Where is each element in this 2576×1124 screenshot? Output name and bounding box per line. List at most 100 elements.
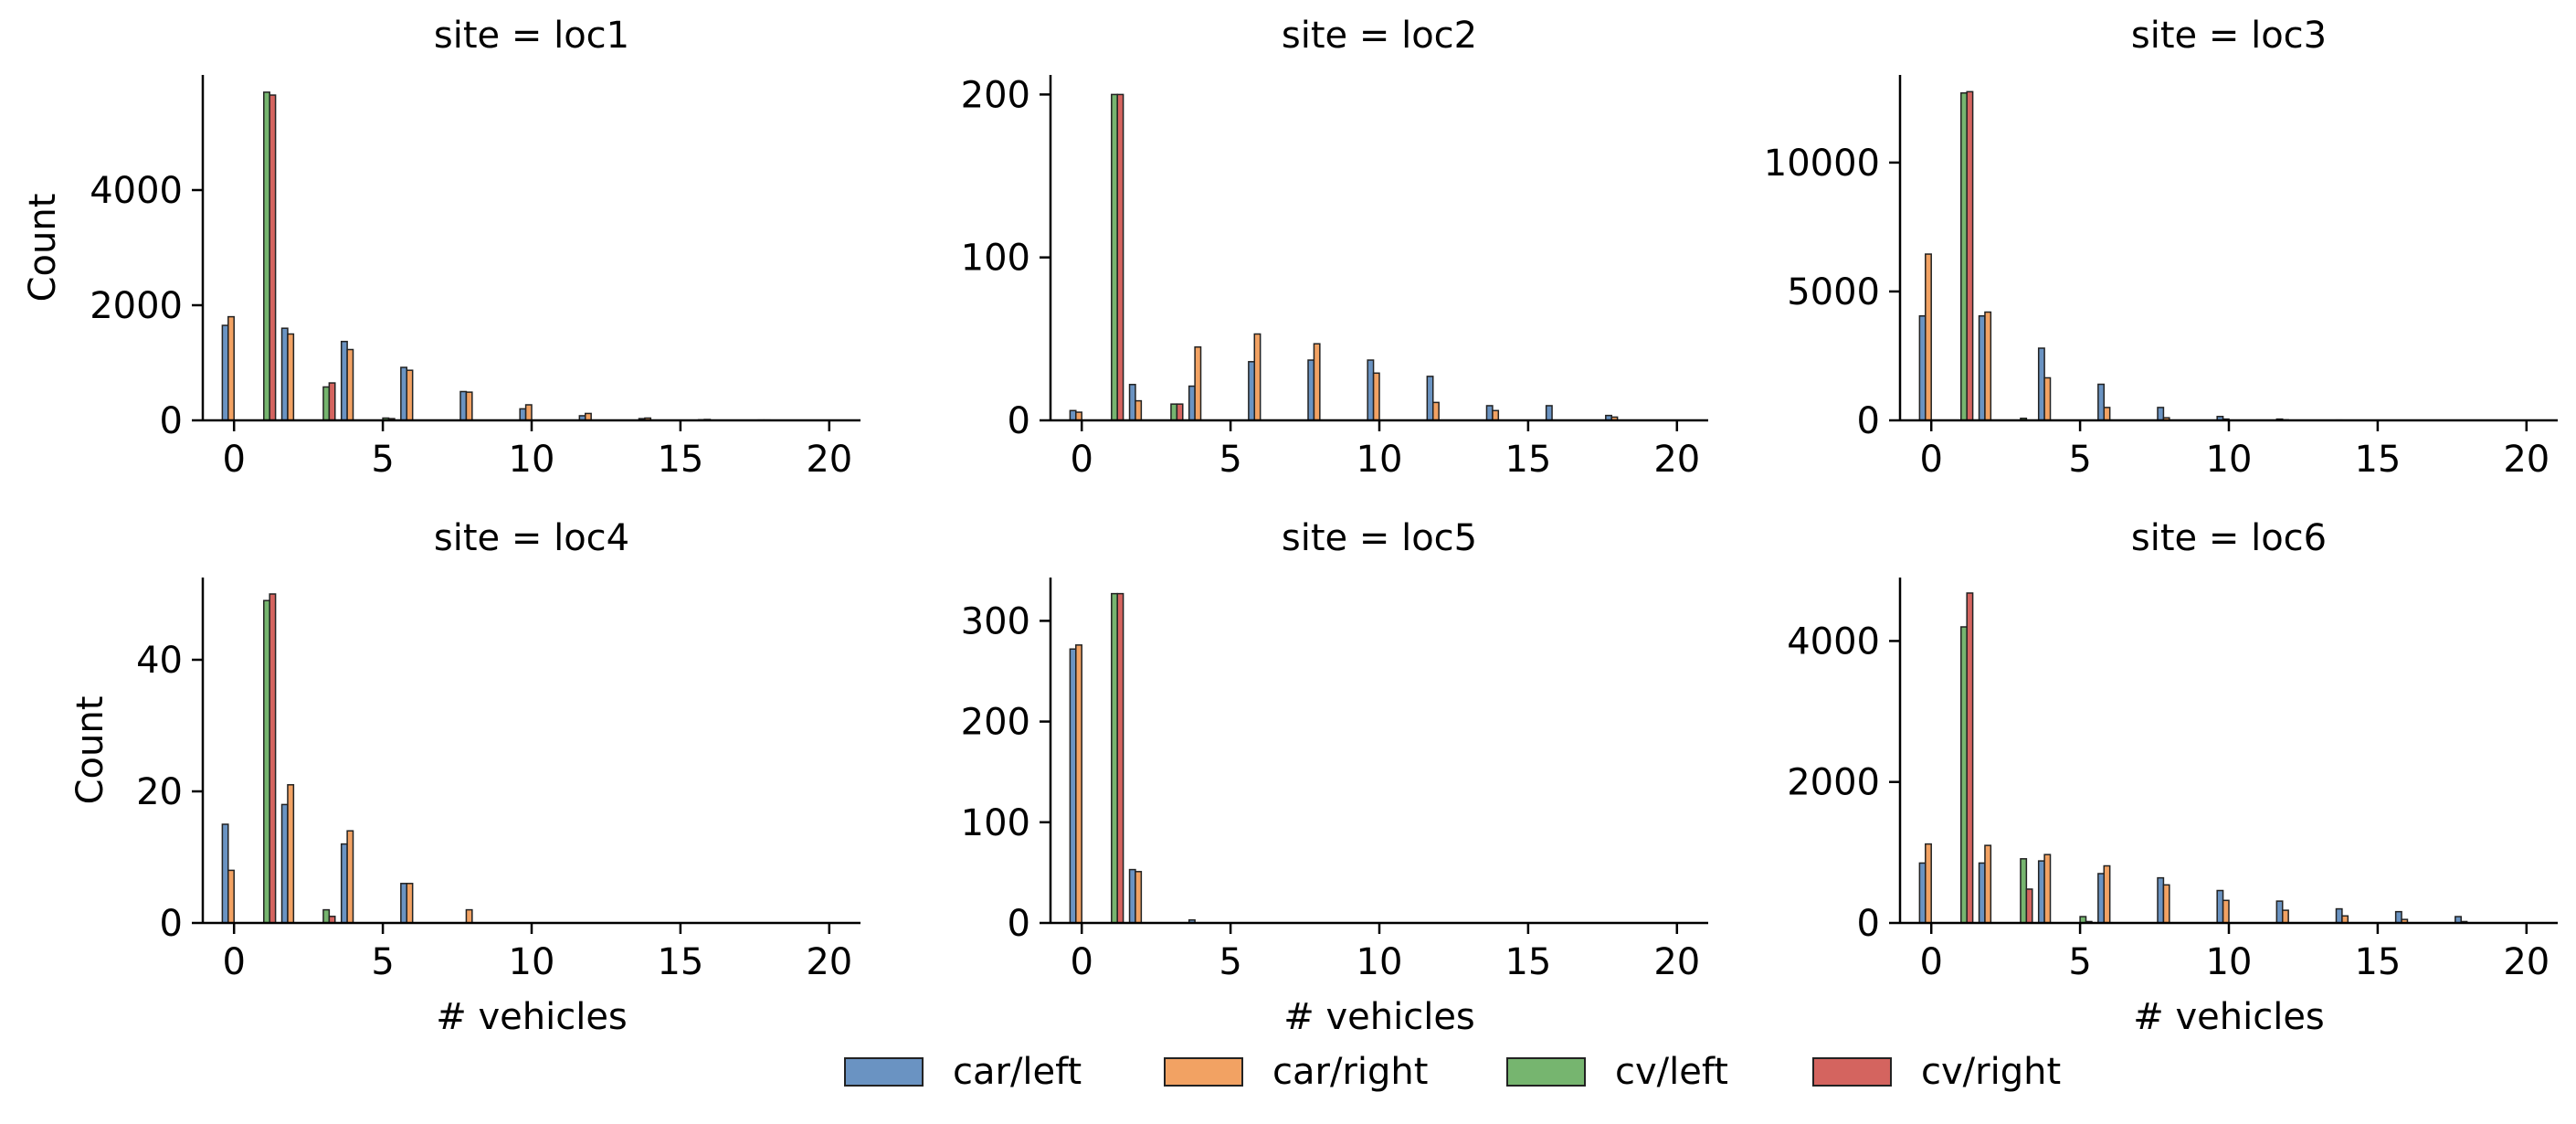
bar-cv-right-3 [1176,403,1184,421]
bar-car-right-8 [2162,884,2170,924]
legend-swatch [1164,1057,1243,1087]
bar-car-left-6 [2097,383,2106,421]
bar-car-left-2 [1978,315,1986,421]
bar-car-left-6 [2097,873,2106,924]
legend-item-cv-right: cv/right [1812,1051,2061,1093]
bar-car-right-8 [465,908,473,924]
bar-car-right-8 [1313,343,1321,421]
bars [1069,93,1619,421]
x-tick-label: 20 [806,439,852,481]
bar-car-left-8 [1307,359,1315,421]
x-tick-label: 5 [1219,439,1241,481]
y-tick-label: 200 [961,702,1030,744]
bar-car-left-10 [519,408,527,421]
bar-cv-left-1 [263,91,270,421]
bar-car-left-6 [1248,361,1256,421]
y-tick-label: 300 [961,600,1030,642]
legend: car/left car/right cv/left cv/right [844,1051,2061,1093]
y-tick-label: 5000 [1787,271,1880,313]
x-tick-label: 5 [2068,439,2091,481]
bars [1918,592,2468,924]
bar-car-left-4 [340,843,348,924]
bar-car-right-4 [2043,376,2052,421]
y-tick-label: 0 [1857,903,1880,945]
bar-car-right-0 [1925,843,1932,924]
bar-car-left-0 [221,324,229,421]
bar-cv-left-1 [1111,93,1118,421]
bars [1918,90,2402,421]
x-tick-label: 20 [1653,439,1700,481]
bar-car-left-12 [2275,900,2284,924]
y-tick-label: 200 [961,74,1030,116]
x-tick-label: 5 [2068,941,2091,983]
x-tick-label: 15 [1504,439,1551,481]
panel-6: 0 5 10 15 20 0 2000 4000 site = loc6 # vehicles [1787,517,2558,1038]
bar-car-right-2 [1984,844,1992,924]
x-tick-label: 15 [657,439,703,481]
bar-car-left-4 [2037,347,2045,421]
bar-car-right-2 [1135,399,1143,421]
legend-item-car-left: car/left [844,1051,1082,1093]
x-tick-label: 10 [2206,941,2253,983]
panel-title: site = loc3 [2131,15,2327,57]
bar-car-left-2 [1128,868,1136,924]
bar-cv-right-1 [1966,90,1974,421]
bar-car-right-2 [1135,871,1143,924]
bar-cv-left-3 [322,386,331,421]
bar-car-left-14 [1485,405,1494,421]
y-tick-label: 0 [160,903,183,945]
bar-car-left-6 [400,366,408,421]
bar-car-left-14 [2335,907,2343,924]
bars [1069,592,1196,924]
panel-4: 0 5 10 15 20 0 20 40 site = loc4 Count # vehicles [69,517,860,1038]
bar-cv-left-1 [1960,92,1968,421]
y-tick-label: 4000 [90,170,183,212]
bar-car-left-10 [1367,359,1375,421]
y-tick-label: 20 [136,771,183,813]
bar-car-right-6 [2103,407,2111,421]
x-tick-label: 10 [509,941,555,983]
panel-3: 0 5 10 15 20 0 5000 10000 site = loc3 [1764,15,2558,481]
bar-car-left-10 [2216,889,2224,924]
bar-car-left-0 [1069,409,1077,421]
y-tick-label: 100 [961,802,1030,844]
bar-car-right-8 [465,391,473,421]
bar-car-left-0 [1918,862,1927,924]
bar-car-right-14 [1492,409,1500,421]
bar-car-right-6 [2103,864,2111,924]
panel-title: site = loc5 [1282,517,1477,559]
x-tick-label: 20 [1653,941,1700,983]
bar-cv-left-3 [1170,403,1178,421]
bar-car-left-2 [1128,384,1136,421]
bar-car-right-4 [1194,346,1202,421]
bar-car-right-6 [406,883,414,924]
x-tick-label: 5 [371,439,394,481]
bar-car-right-0 [227,869,235,924]
bar-cv-right-1 [1966,592,1974,924]
y-tick-label: 100 [961,238,1030,280]
bar-cv-left-1 [1960,626,1968,924]
x-tick-label: 10 [1357,941,1403,983]
bar-car-right-4 [346,830,354,924]
y-tick-label: 4000 [1787,620,1880,663]
bar-car-right-4 [2043,854,2052,924]
legend-swatch [1812,1057,1892,1087]
bar-cv-left-3 [322,908,331,924]
x-tick-label: 10 [1357,439,1403,481]
y-tick-label: 0 [160,400,183,442]
x-tick-label: 0 [1919,439,1942,481]
bar-car-left-12 [1426,376,1434,421]
panel-title: site = loc1 [434,15,629,57]
bar-car-right-10 [1372,372,1380,421]
y-tick-label: 0 [1008,400,1030,442]
bar-car-left-8 [2157,407,2165,421]
bar-car-right-2 [1984,311,1992,421]
bar-cv-left-1 [263,599,270,924]
legend-label: cv/right [1921,1051,2061,1093]
bar-car-right-12 [1431,401,1440,421]
panel-title: site = loc4 [434,517,629,559]
bar-car-left-0 [1069,648,1077,924]
legend-item-car-right: car/right [1164,1051,1428,1093]
